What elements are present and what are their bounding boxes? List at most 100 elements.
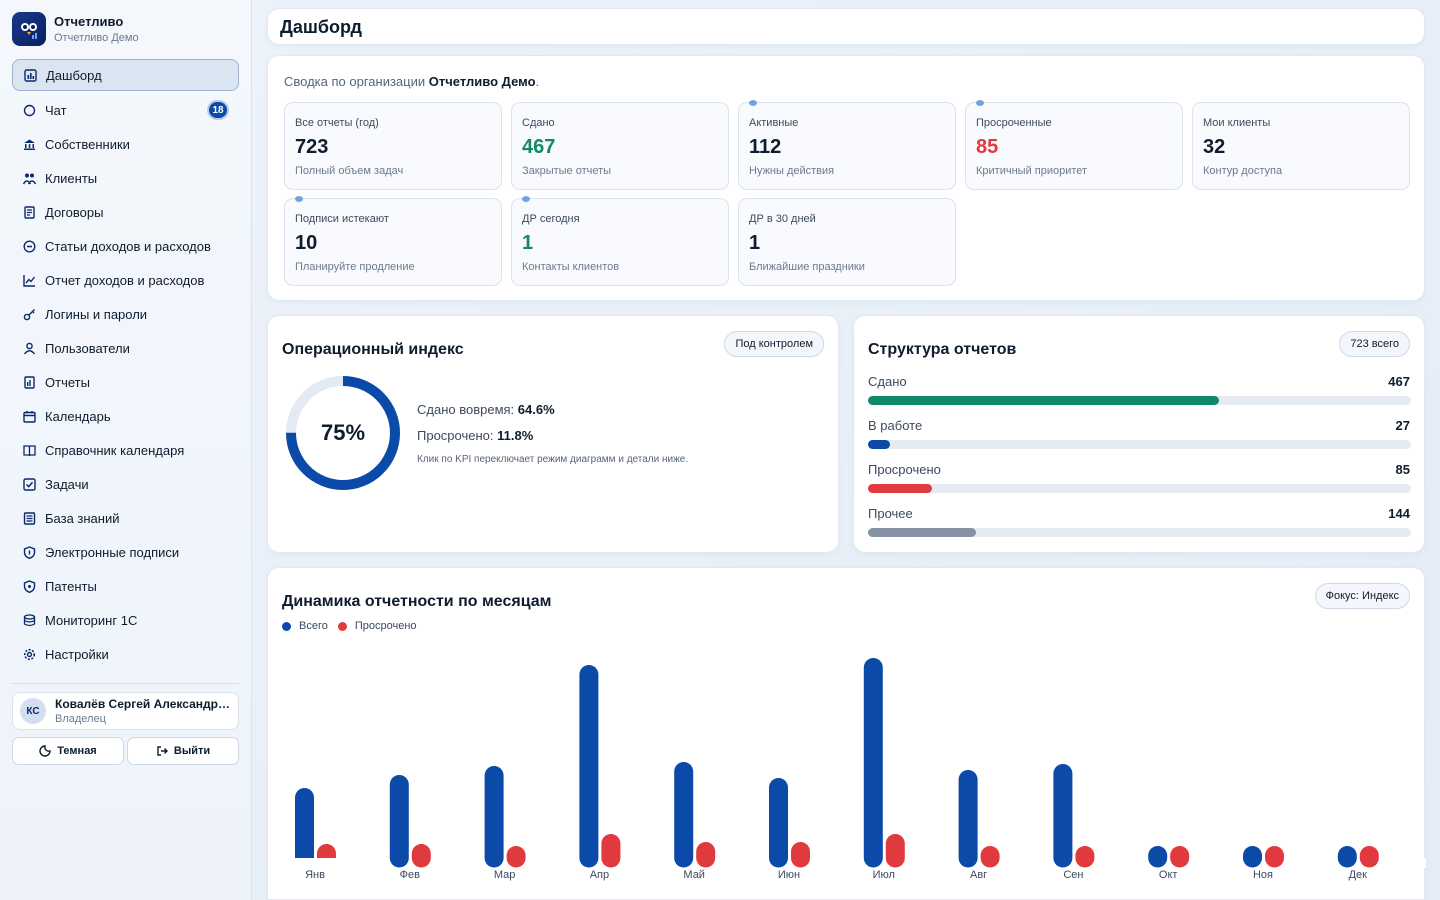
sidebar-item-0[interactable]: Дашборд: [12, 59, 239, 91]
structure-bar-fill: [868, 396, 1219, 405]
sidebar-item-15[interactable]: Патенты: [12, 569, 239, 603]
ops-note: Клик по KPI переключает режим диаграмм и…: [417, 454, 689, 465]
sidebar-item-6[interactable]: Отчет доходов и расходов: [12, 263, 239, 297]
chat-icon: [22, 103, 36, 117]
sidebar-item-16[interactable]: Мониторинг 1С: [12, 603, 239, 637]
x-tick-label: Июл: [873, 869, 895, 881]
bar-total-9[interactable]: [1148, 846, 1168, 868]
monthly-bar-chart: Янв Фев Мар Апр Май Июн Июл Авг Сен Окт Ноя Дек: [268, 658, 1426, 881]
kpi-label: ДР сегодня: [522, 213, 580, 225]
sidebar-item-2[interactable]: Собственники: [12, 127, 239, 161]
legend-item-overdue[interactable]: Просрочено: [337, 620, 417, 632]
sidebar-item-3[interactable]: Клиенты: [12, 161, 239, 195]
kpi-value: 723: [295, 136, 329, 158]
bar-total-8[interactable]: [1053, 764, 1073, 868]
kpi-card[interactable]: ДР в 30 дней 1 Ближайшие праздники: [738, 198, 956, 286]
user-icon: [22, 341, 36, 355]
bar-total-5[interactable]: [769, 778, 788, 868]
kpi-card[interactable]: Подписи истекают 10 Планируйте продление: [284, 196, 502, 286]
bar-overdue-9[interactable]: [1170, 846, 1190, 868]
user-card[interactable]: КС Ковалёв Сергей Александрович Владелец: [12, 692, 239, 730]
kpi-value: 32: [1203, 136, 1226, 158]
bar-overdue-4[interactable]: [696, 842, 716, 868]
bar-total-10[interactable]: [1243, 846, 1262, 868]
kpi-card[interactable]: Сдано 467 Закрытые отчеты: [511, 102, 729, 190]
kpi-subtitle: Критичный приоритет: [976, 165, 1088, 177]
logout-button[interactable]: Выйти: [127, 737, 239, 765]
sidebar-item-label: Отчеты: [45, 374, 90, 390]
sidebar-item-label: Чат: [45, 102, 67, 118]
bar-overdue-5[interactable]: [791, 842, 810, 868]
bar-overdue-7[interactable]: [980, 846, 1000, 868]
kpi-value: 1: [749, 232, 761, 254]
sidebar-item-13[interactable]: База знаний: [12, 501, 239, 535]
user-role: Владелец: [55, 713, 106, 725]
bar-total-4[interactable]: [674, 762, 694, 868]
focus-pill[interactable]: Фокус: Индекс: [1314, 583, 1410, 609]
sidebar-item-label: Настройки: [45, 646, 109, 662]
legend-item-total[interactable]: Всего: [282, 620, 328, 632]
ontime-value: 64.6%: [517, 402, 555, 417]
sidebar-item-label: Собственники: [45, 136, 130, 152]
sidebar-nav: Дашборд Чат 18 Собственники Клиенты Договоры С…: [12, 59, 239, 671]
sidebar-item-7[interactable]: Логины и пароли: [12, 297, 239, 331]
structure-bar-track: [868, 396, 1411, 405]
bar-total-3[interactable]: [579, 665, 599, 868]
bar-overdue-1[interactable]: [411, 844, 431, 868]
sidebar-item-8[interactable]: Пользователи: [12, 331, 239, 365]
bar-total-1[interactable]: [389, 775, 409, 868]
page-title: Дашборд: [280, 17, 362, 37]
kpi-label: Мои клиенты: [1203, 117, 1271, 129]
ops-index-donut[interactable]: 75%: [282, 372, 404, 494]
x-tick-label: Янв: [305, 869, 325, 881]
sidebar-item-14[interactable]: Электронные подписи: [12, 535, 239, 569]
kpi-card[interactable]: Мои клиенты 32 Контур доступа: [1192, 102, 1410, 190]
kpi-subtitle: Контур доступа: [1203, 165, 1283, 177]
kpi-subtitle: Ближайшие праздники: [749, 261, 865, 273]
sidebar-item-5[interactable]: Статьи доходов и расходов: [12, 229, 239, 263]
bar-overdue-11[interactable]: [1359, 846, 1379, 868]
kpi-card[interactable]: Активные 112 Нужны действия: [738, 100, 956, 190]
bar-overdue-6[interactable]: [885, 834, 905, 868]
sidebar-item-9[interactable]: Отчеты: [12, 365, 239, 399]
bar-overdue-3[interactable]: [601, 834, 621, 868]
bar-overdue-2[interactable]: [506, 846, 526, 868]
sidebar-item-label: База знаний: [45, 510, 120, 526]
chart-legend: Всего Просрочено: [282, 620, 427, 632]
structure-bar-fill: [868, 528, 977, 537]
owl-logo-icon: [12, 12, 46, 46]
kpi-card[interactable]: Просроченные 85 Критичный приоритет: [965, 100, 1183, 190]
legend-label-overdue: Просрочено: [354, 620, 417, 632]
sidebar-item-1[interactable]: Чат 18: [12, 93, 239, 127]
kpi-label: ДР в 30 дней: [749, 213, 816, 225]
theme-toggle-button[interactable]: Темная: [12, 737, 124, 765]
brand[interactable]: Отчетливо Отчетливо Демо: [12, 12, 139, 46]
sidebar-item-12[interactable]: Задачи: [12, 467, 239, 501]
bar-total-2[interactable]: [484, 766, 504, 868]
sidebar-item-label: Дашборд: [46, 67, 102, 83]
ops-status-pill[interactable]: Под контролем: [724, 331, 824, 357]
brand-subtitle: Отчетливо Демо: [54, 32, 139, 44]
structure-row-value: 27: [1395, 418, 1410, 433]
kpi-card[interactable]: ДР сегодня 1 Контакты клиентов: [511, 196, 729, 286]
sidebar-item-4[interactable]: Договоры: [12, 195, 239, 229]
sidebar-item-11[interactable]: Справочник календаря: [12, 433, 239, 467]
kpi-card[interactable]: Все отчеты (год) 723 Полный объем задач: [284, 102, 502, 190]
shield-icon: [22, 545, 36, 559]
donut-chart: [286, 376, 400, 490]
sidebar-item-label: Календарь: [45, 408, 111, 424]
bar-total-0[interactable]: [295, 788, 314, 868]
bar-total-11[interactable]: [1337, 846, 1357, 868]
bar-overdue-8[interactable]: [1075, 846, 1095, 868]
sidebar-item-label: Справочник календаря: [45, 442, 185, 458]
bar-total-7[interactable]: [958, 770, 978, 868]
logout-icon: [157, 746, 168, 756]
report-structure-card: Структура отчетов 723 всего Сдано 467 В ра…: [853, 315, 1425, 553]
x-tick-label: Окт: [1159, 869, 1178, 881]
legend-label-total: Всего: [299, 620, 328, 632]
bar-overdue-10[interactable]: [1265, 846, 1284, 868]
bar-total-6[interactable]: [863, 658, 883, 868]
sidebar-item-17[interactable]: Настройки: [12, 637, 239, 671]
key-icon: [22, 307, 36, 321]
sidebar-item-10[interactable]: Календарь: [12, 399, 239, 433]
